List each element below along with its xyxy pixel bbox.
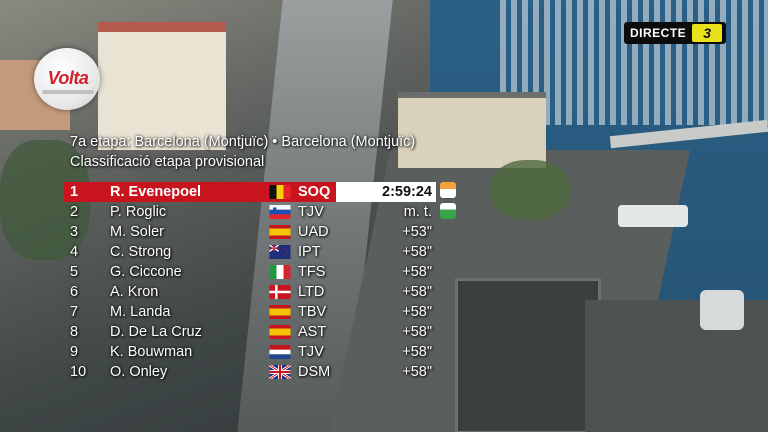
green-points-jersey-icon (440, 203, 456, 219)
boat (618, 205, 688, 227)
denmark-flag-icon (269, 285, 291, 299)
rider-name: G. Ciccone (110, 264, 182, 280)
live-indicator: DIRECTE 3 (624, 22, 727, 44)
standings-row: 8 D. De La Cruz AST +58" (64, 322, 436, 342)
rider-position: 5 (70, 264, 79, 280)
rider-position: 4 (70, 244, 79, 260)
live-label: DIRECTE (630, 26, 687, 40)
trees (490, 160, 570, 220)
team-code: AST (298, 324, 327, 340)
spain-flag-icon (269, 225, 291, 239)
rider-position: 3 (70, 224, 79, 240)
belgium-flag-icon (269, 185, 291, 199)
time-gap: +58" (402, 344, 432, 360)
rider-name: M. Soler (110, 224, 164, 240)
orange-leader-jersey-icon (440, 182, 456, 198)
time-gap: +58" (402, 324, 432, 340)
netherlands-flag-icon (269, 345, 291, 359)
leader-time-box (336, 182, 436, 202)
time-gap: +58" (402, 284, 432, 300)
rider-name: R. Evenepoel (110, 184, 202, 200)
team-code: DSM (298, 364, 331, 380)
race-logo-underline (42, 90, 94, 94)
rider-position: 2 (70, 204, 79, 220)
standings-row: 4 C. Strong IPT +58" (64, 242, 436, 262)
new-zealand-flag-icon (269, 244, 291, 259)
standings-row: 2 P. Roglic TJV m. t. (64, 202, 436, 222)
slovenia-flag-icon (269, 205, 291, 219)
time-gap: +58" (402, 264, 432, 280)
standings-row: 1 R. Evenepoel SOQ 2:59:24 (64, 182, 436, 202)
italy-flag-icon (269, 265, 291, 279)
team-code: TJV (298, 204, 324, 220)
time-gap: m. t. (403, 204, 432, 220)
rider-name: P. Roglic (110, 204, 167, 220)
rider-name: K. Bouwman (110, 344, 193, 360)
team-code: SOQ (298, 184, 331, 200)
standings-row: 7 M. Landa TBV +58" (64, 302, 436, 322)
team-code: TJV (298, 344, 324, 360)
rider-position: 9 (70, 344, 79, 360)
standings-row: 3 M. Soler UAD +53" (64, 222, 436, 242)
building (398, 92, 546, 168)
race-logo-text: Volta (47, 68, 89, 88)
team-code: IPT (298, 244, 321, 260)
rider-position: 8 (70, 324, 79, 340)
rider-name: M. Landa (110, 304, 171, 320)
team-code: TBV (298, 304, 327, 320)
rider-name: A. Kron (110, 284, 159, 300)
time-gap: +53" (402, 224, 432, 240)
rider-position: 1 (70, 184, 79, 200)
stage-title: 7a etapa: Barcelona (Montjuïc) • Barcelo… (70, 134, 416, 150)
spain-flag-icon (269, 305, 291, 319)
boat (700, 290, 744, 330)
time-gap: +58" (402, 364, 432, 380)
classification-subtitle: Classificació etapa provisional (70, 154, 265, 170)
time-gap: +58" (402, 304, 432, 320)
building (455, 278, 601, 432)
race-logo: Volta (34, 48, 100, 110)
uk-flag-icon (268, 363, 292, 381)
building (98, 22, 226, 150)
standings-row: 6 A. Kron LTD +58" (64, 282, 436, 302)
standings-row: 5 G. Ciccone TFS +58" (64, 262, 436, 282)
rider-name: D. De La Cruz (110, 324, 202, 340)
standings-row: 10 O. Onley DSM +58" (64, 362, 436, 382)
stage-time: 2:59:24 (382, 184, 432, 200)
team-code: UAD (298, 224, 329, 240)
rider-position: 7 (70, 304, 79, 320)
team-code: LTD (298, 284, 325, 300)
rider-position: 10 (70, 364, 87, 380)
rider-name: C. Strong (110, 244, 172, 260)
standings-row: 9 K. Bouwman TJV +58" (64, 342, 436, 362)
channel-logo-icon: 3 (692, 24, 723, 42)
team-code: TFS (298, 264, 326, 280)
rider-name: O. Onley (110, 364, 168, 380)
time-gap: +58" (402, 244, 432, 260)
spain-flag-icon (269, 325, 291, 339)
rider-position: 6 (70, 284, 79, 300)
